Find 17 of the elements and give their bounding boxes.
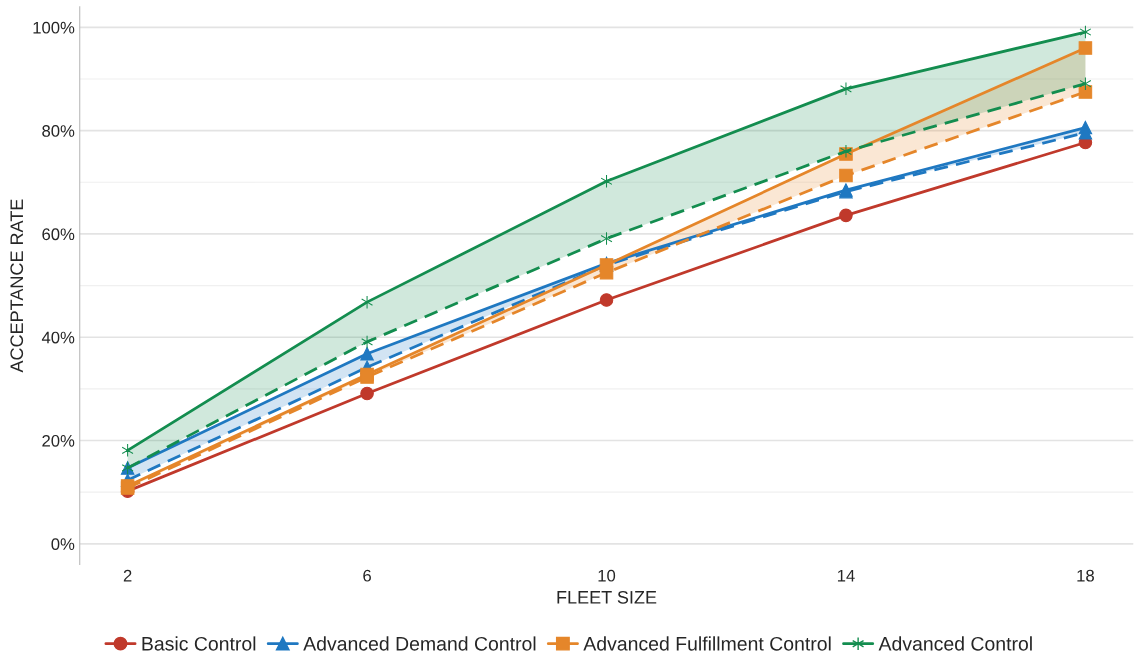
y-tick-label: 0% xyxy=(51,538,75,551)
legend-label: Advanced Fulfillment Control xyxy=(583,636,831,651)
x-tick-label: 6 xyxy=(363,569,371,582)
x-tick-label: 14 xyxy=(837,569,855,582)
legend-label: Advanced Control xyxy=(878,636,1032,651)
x-axis-title: FLEET SIZE xyxy=(557,590,657,604)
y-tick-label: 20% xyxy=(42,434,75,447)
y-axis-title: ACCEPTANCE RATE xyxy=(10,199,24,373)
x-tick-label: 10 xyxy=(598,569,616,582)
x-tick-label: 18 xyxy=(1077,569,1094,582)
legend-label: Basic Control xyxy=(142,636,256,651)
y-tick-label: 60% xyxy=(42,228,75,241)
y-tick-label: 40% xyxy=(41,331,75,344)
x-tick-label: 2 xyxy=(123,569,132,582)
y-tick-label: 100% xyxy=(33,21,75,34)
legend-label: Advanced Demand Control xyxy=(303,636,536,651)
y-tick-label: 80% xyxy=(42,125,75,137)
